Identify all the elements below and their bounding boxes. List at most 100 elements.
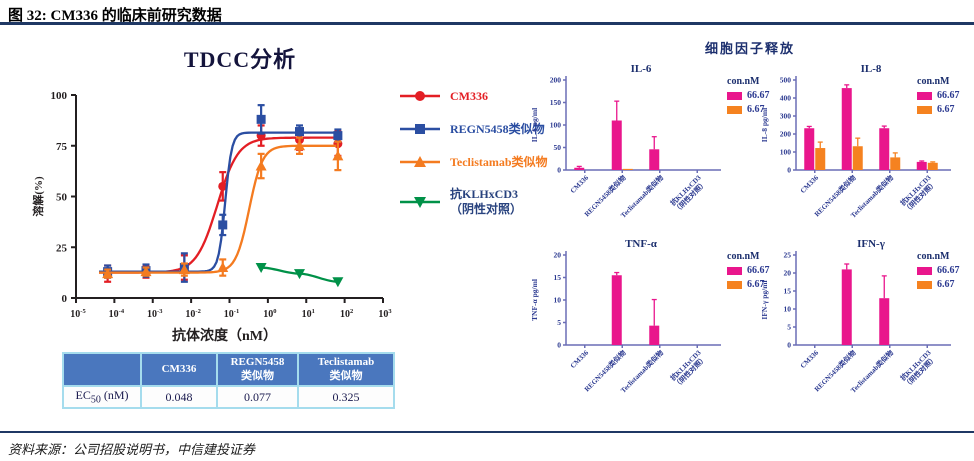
svg-text:0: 0 xyxy=(557,166,561,175)
svg-text:300: 300 xyxy=(780,112,792,121)
tdcc-chart-title: TDCC分析 xyxy=(183,47,297,72)
svg-text:TNF-α: TNF-α xyxy=(625,238,658,250)
svg-text:103: 103 xyxy=(378,308,392,320)
table-corner-cell xyxy=(62,352,142,387)
legend-entry: 66.67 xyxy=(917,90,974,101)
legend-entry: 6.67 xyxy=(727,104,787,115)
svg-text:75: 75 xyxy=(56,141,68,153)
tdcc-dose-response-chart: 0 25 50 75 100 10-5 10-4 10-3 10-2 10-1 100 101 102 1… xyxy=(31,90,392,344)
ec50-table: CM336 REGN5458 类似物 Teclistamab 类似物 EC50 … xyxy=(62,352,395,409)
concentration-legend-title: con.nM xyxy=(727,251,760,262)
svg-text:10-4: 10-4 xyxy=(109,308,125,320)
figure-title: 图 32: CM336 的临床前研究数据 xyxy=(8,8,222,24)
legend-swatch-icon xyxy=(727,105,742,114)
table-header-teclistamab: Teclistamab 类似物 xyxy=(297,352,395,387)
square-legend-marker-icon xyxy=(400,124,440,134)
circle-legend-marker-icon xyxy=(400,91,440,101)
svg-text:0: 0 xyxy=(787,341,791,350)
tdcc-legend-entry: CM336 xyxy=(398,88,548,104)
ec50-value-cm336: 0.048 xyxy=(140,385,218,409)
bottom-rule xyxy=(0,431,974,433)
svg-text:500: 500 xyxy=(780,76,792,85)
svg-text:IFN-γ pg/ml: IFN-γ pg/ml xyxy=(760,280,769,319)
svg-text:CM336: CM336 xyxy=(569,348,591,370)
svg-text:IL-8 pg/ml: IL-8 pg/ml xyxy=(760,108,769,142)
il6-legend: con.nM 66.67 6.67 xyxy=(727,76,787,118)
tdcc-legend-label: CM336 xyxy=(450,88,488,103)
svg-text:CM336: CM336 xyxy=(799,348,821,370)
legend-label: 66.67 xyxy=(747,265,770,276)
svg-text:0: 0 xyxy=(557,341,561,350)
svg-text:101: 101 xyxy=(302,308,315,320)
tdcc-legend-label: REGN5458类似物 xyxy=(450,121,545,136)
ifn-legend: con.nM 66.67 6.67 xyxy=(917,251,974,293)
tdcc-legend-label: Teclistamab类似物 xyxy=(450,154,548,169)
ec50-value-teclistamab: 0.325 xyxy=(297,385,395,409)
svg-text:10-3: 10-3 xyxy=(147,308,163,320)
triangle-down-legend-marker-icon xyxy=(400,197,440,208)
legend-label: 66.67 xyxy=(937,90,960,101)
svg-text:20: 20 xyxy=(554,251,562,260)
legend-swatch-icon xyxy=(727,266,742,275)
svg-text:200: 200 xyxy=(780,130,792,139)
svg-text:0: 0 xyxy=(62,293,68,305)
tdcc-legend: CM336 REGN5458类似物 Teclistamab类似物抗KLHxCD3 （… xyxy=(398,88,548,234)
legend-label: 6.67 xyxy=(747,279,765,290)
svg-text:5: 5 xyxy=(787,323,791,332)
svg-text:0: 0 xyxy=(787,166,791,175)
legend-label: 6.67 xyxy=(937,279,955,290)
tdcc-legend-label: 抗KLHxCD3 （阴性对照） xyxy=(450,187,523,216)
svg-text:25: 25 xyxy=(784,251,792,260)
legend-entry: 66.67 xyxy=(727,90,787,101)
svg-text:100: 100 xyxy=(550,121,562,130)
svg-text:25: 25 xyxy=(56,242,68,254)
svg-text:100: 100 xyxy=(780,148,792,157)
svg-text:5: 5 xyxy=(557,318,561,327)
svg-text:IL-8: IL-8 xyxy=(861,63,882,75)
cytokine-panel-title: 细胞因子释放 xyxy=(704,41,795,56)
svg-text:50: 50 xyxy=(554,143,562,152)
legend-entry: 6.67 xyxy=(917,279,974,290)
legend-entry: 66.67 xyxy=(917,265,974,276)
legend-swatch-icon xyxy=(917,266,932,275)
svg-text:10-2: 10-2 xyxy=(185,308,200,320)
table-header-row: CM336 REGN5458 类似物 Teclistamab 类似物 xyxy=(62,352,395,387)
legend-entry: 66.67 xyxy=(727,265,787,276)
source-note: 资料来源：公司招股说明书，中信建投证券 xyxy=(8,442,256,457)
svg-text:200: 200 xyxy=(550,76,562,85)
legend-swatch-icon xyxy=(727,280,742,289)
svg-text:50: 50 xyxy=(56,192,68,204)
svg-text:TNF-α pg/ml: TNF-α pg/ml xyxy=(530,279,539,321)
svg-text:溶解(%): 溶解(%) xyxy=(31,176,45,217)
svg-text:IFN-γ: IFN-γ xyxy=(857,238,885,250)
concentration-legend-title: con.nM xyxy=(917,76,950,87)
triangle-up-legend-marker-icon xyxy=(400,156,440,167)
svg-text:102: 102 xyxy=(340,308,353,320)
legend-label: 66.67 xyxy=(747,90,770,101)
ec50-row-label: EC50 (nM) xyxy=(62,385,142,409)
svg-text:IL-6: IL-6 xyxy=(631,63,652,75)
table-row: EC50 (nM) 0.048 0.077 0.325 xyxy=(62,385,395,409)
top-rule xyxy=(0,22,974,25)
svg-text:10: 10 xyxy=(784,305,792,314)
tnf-legend: con.nM 66.67 6.67 xyxy=(727,251,787,293)
svg-text:10-5: 10-5 xyxy=(70,308,86,320)
legend-swatch-icon xyxy=(727,91,742,100)
tdcc-legend-entry: 抗KLHxCD3 （阴性对照） xyxy=(398,187,548,217)
concentration-legend-title: con.nM xyxy=(727,76,760,87)
ec50-value-regn5458: 0.077 xyxy=(216,385,299,409)
legend-label: 66.67 xyxy=(937,265,960,276)
svg-text:CM336: CM336 xyxy=(799,173,821,195)
legend-swatch-icon xyxy=(917,105,932,114)
legend-label: 6.67 xyxy=(747,104,765,115)
svg-text:100: 100 xyxy=(51,90,68,102)
svg-text:400: 400 xyxy=(780,94,792,103)
svg-text:IL-6 pg/ml: IL-6 pg/ml xyxy=(530,108,539,142)
svg-text:150: 150 xyxy=(550,98,562,107)
legend-entry: 6.67 xyxy=(917,104,974,115)
svg-text:15: 15 xyxy=(554,273,562,282)
